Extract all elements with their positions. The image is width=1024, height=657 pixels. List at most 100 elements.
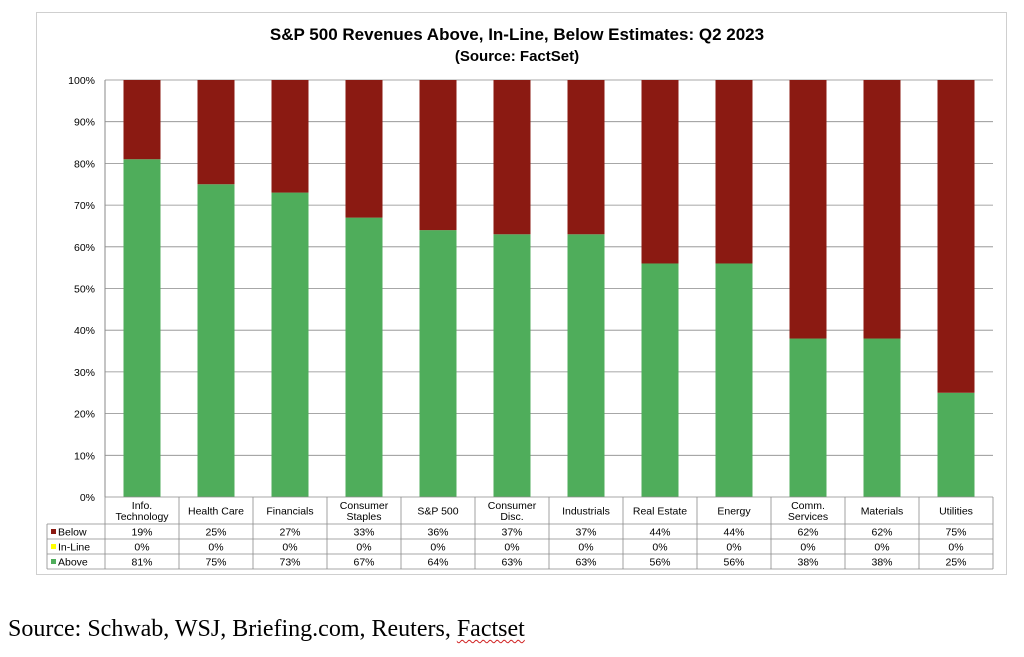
y-axis: 0% 10% 20% 30% 40% 50% 60% 70% 80% 90% 100% [68,75,106,504]
y-tick-label: 90% [74,117,95,129]
data-label: 0% [356,542,371,554]
x-category-label: Info. Technology [115,500,169,523]
bar-segment-above [271,192,309,497]
bar-segment-above [937,392,975,497]
source-text: Source: Schwab, WSJ, Briefing.com, Reute… [8,616,457,642]
bar-segment-above [863,338,901,497]
data-label: 0% [652,542,667,554]
data-label: 0% [430,542,445,554]
chart-title: S&P 500 Revenues Above, In-Line, Below E… [270,25,764,44]
source-last-word: Factset [456,616,525,642]
gridlines [105,79,993,456]
legend-swatch [51,529,56,534]
source-caption: Source: Schwab, WSJ, Briefing.com, Reute… [8,616,525,643]
bar-segment-below [641,80,679,264]
legend-swatch [51,544,56,549]
data-label: 56% [723,557,744,569]
bar-segment-above [641,263,679,497]
bar-segment-above [123,159,161,498]
data-label: 38% [797,557,818,569]
x-category-label: Industrials [562,506,610,518]
bar-segment-above [197,184,235,497]
data-label: 67% [353,557,374,569]
data-label: 81% [131,557,152,569]
bar-segment-below [123,80,161,160]
bar-segment-above [345,217,383,498]
legend-label: Below [58,527,87,539]
bar-segment-below [345,80,383,218]
data-label: 75% [205,557,226,569]
bar-segment-below [567,80,605,235]
bar-segment-below [863,80,901,339]
bars [123,80,975,498]
x-category-label: Utilities [939,506,973,518]
data-label: 0% [874,542,889,554]
bar-segment-above [789,338,827,497]
data-label: 38% [871,557,892,569]
data-label: 75% [945,527,966,539]
bar-segment-below [937,80,975,393]
y-tick-label: 40% [74,325,95,337]
x-category-label: Comm. Services [788,500,828,523]
data-label: 56% [649,557,670,569]
bar-segment-below [715,80,753,264]
data-label: 27% [279,527,300,539]
y-tick-label: 100% [68,75,95,87]
y-tick-label: 10% [74,450,95,462]
bar-segment-above [715,263,753,497]
bar-segment-above [493,234,531,498]
data-label: 44% [723,527,744,539]
data-label: 37% [501,527,522,539]
bar-segment-below [419,80,457,231]
y-tick-label: 50% [74,284,95,296]
data-label: 36% [427,527,448,539]
bar-segment-below [197,80,235,185]
data-label: 62% [797,527,818,539]
data-label: 44% [649,527,670,539]
data-label: 64% [427,557,448,569]
y-tick-label: 70% [74,200,95,212]
legend-label: In-Line [58,542,90,554]
x-category-label: S&P 500 [417,506,458,518]
chart-frame: S&P 500 Revenues Above, In-Line, Below E… [36,12,1007,575]
data-label: 0% [282,542,297,554]
data-label: 0% [800,542,815,554]
legend-label: Above [58,557,88,569]
x-category-label: Energy [717,506,751,518]
y-tick-label: 30% [74,367,95,379]
bar-segment-above [419,230,457,497]
chart-svg: S&P 500 Revenues Above, In-Line, Below E… [46,25,994,570]
data-label: 25% [205,527,226,539]
data-label: 25% [945,557,966,569]
x-category-label: Consumer Staples [340,500,389,523]
bar-segment-below [271,80,309,193]
data-table: Info. Technology Health Care Financials Cons… [46,496,994,570]
data-label: 62% [871,527,892,539]
x-category-label: Health Care [188,506,244,518]
data-label: 0% [948,542,963,554]
bar-segment-above [567,234,605,498]
data-label: 19% [131,527,152,539]
bar-segment-below [493,80,531,235]
chart-subtitle: (Source: FactSet) [455,48,579,65]
y-tick-label: 0% [80,492,95,504]
data-label: 0% [726,542,741,554]
x-category-label: Materials [861,506,904,518]
data-label: 0% [134,542,149,554]
y-tick-label: 80% [74,158,95,170]
data-label: 37% [575,527,596,539]
data-label: 0% [208,542,223,554]
x-category-label: Real Estate [633,506,687,518]
x-category-label: Consumer Disc. [488,500,537,523]
y-tick-label: 60% [74,242,95,254]
x-category-label: Financials [266,506,313,518]
data-label: 33% [353,527,374,539]
legend-swatch [51,559,56,564]
data-label: 0% [578,542,593,554]
data-label: 63% [575,557,596,569]
data-label: 73% [279,557,300,569]
data-label: 0% [504,542,519,554]
data-label: 63% [501,557,522,569]
bar-segment-below [789,80,827,339]
y-tick-label: 20% [74,409,95,421]
